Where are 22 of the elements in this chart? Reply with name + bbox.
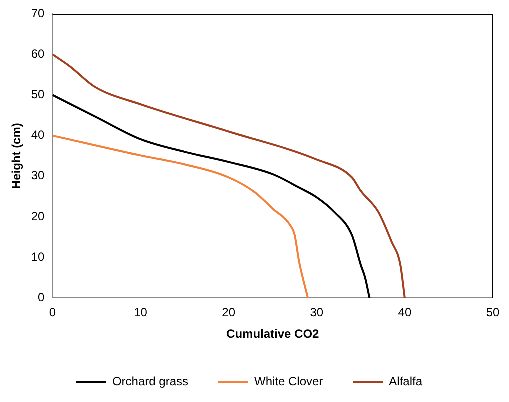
x-tick-label: 50 [486,306,500,320]
line-series [52,54,406,298]
x-tick-label: 20 [222,306,236,320]
x-tick-label: 40 [398,306,412,320]
y-tick-label: 50 [31,88,46,102]
y-tick-label: 0 [38,290,46,305]
y-tick-label: 60 [31,46,46,61]
legend-label: Alfalfa [389,374,423,388]
y-axis-title: Height (cm) [10,123,24,190]
y-tick-label: 10 [31,250,46,264]
x-tick-label: 30 [310,306,324,320]
y-tick-label: 20 [31,209,46,224]
y-tick-label: 30 [31,168,46,183]
x-tick-label: 10 [134,306,148,320]
legend-label: Orchard grass [112,374,188,388]
line-series [52,94,371,298]
y-tick-label: 70 [31,6,46,20]
x-axis-title: Cumulative CO2 [226,327,320,342]
line-series [52,134,310,298]
y-tick-label: 40 [31,128,46,142]
x-tick-label: 0 [49,306,56,320]
legend-label: White Clover [254,374,324,388]
